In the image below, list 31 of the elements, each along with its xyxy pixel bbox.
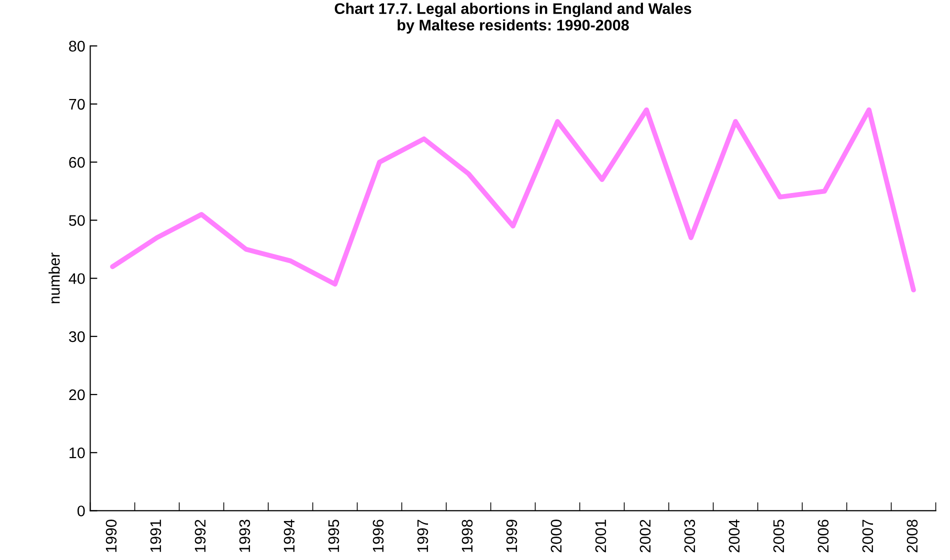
- y-tick-label: 50: [69, 215, 85, 226]
- x-tick-label: 2008: [906, 520, 918, 552]
- x-tick-label: 1995: [328, 520, 340, 552]
- x-tick-label: 2006: [818, 520, 829, 552]
- x-tick-label: 1999: [506, 520, 518, 552]
- y-tick-label: 40: [68, 273, 85, 284]
- y-tick-label: 10: [70, 447, 85, 458]
- x-tick-label: 2007: [862, 520, 874, 552]
- x-tick-label: 2004: [728, 519, 740, 552]
- x-tick-label: 2002: [640, 520, 651, 552]
- y-tick-label: 20: [69, 389, 85, 400]
- x-tick-label: 2000: [550, 520, 562, 552]
- y-tick-label: 0: [77, 506, 85, 516]
- x-tick-label: 1992: [194, 520, 206, 552]
- y-tick-label: 60: [69, 156, 85, 168]
- x-tick-label: 1994: [284, 519, 295, 552]
- x-tick-label: 1997: [417, 520, 428, 552]
- y-tick-label: 80: [69, 40, 85, 52]
- x-tick-label: 2005: [773, 520, 784, 552]
- x-tick-label: 1993: [239, 520, 250, 552]
- x-tick-label: 1991: [150, 520, 162, 552]
- x-tick-label: 1990: [106, 520, 117, 552]
- x-tick-label: 2001: [595, 520, 606, 552]
- x-tick-label: 1996: [372, 520, 384, 552]
- chart-title: Chart 17.7. Legal abortions in England and Wales by Maltese residents: 1990-2008: [334, 2, 692, 34]
- y-tick-label: 30: [68, 331, 85, 342]
- x-tick-label: 1998: [462, 520, 473, 552]
- x-tick-label: 2003: [684, 520, 696, 552]
- line-series: [110, 107, 916, 292]
- y-axis-title: number: [48, 252, 60, 304]
- y-tick-label: 70: [69, 98, 85, 110]
